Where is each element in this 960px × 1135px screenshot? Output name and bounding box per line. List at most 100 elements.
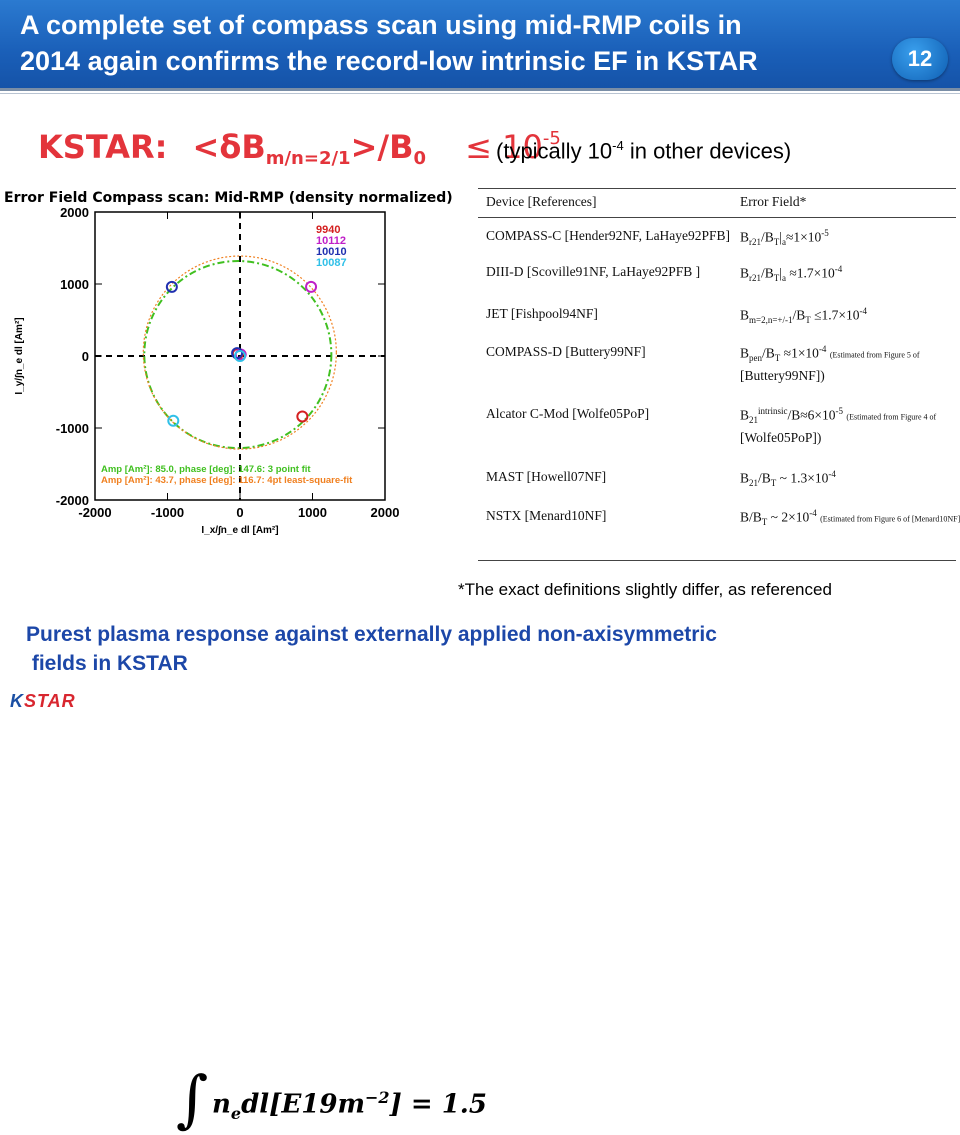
- data-point-10010: [165, 280, 178, 293]
- ef-note: (Estimated from Figure 6 of [Menard10NF]…: [820, 514, 960, 524]
- chart-title: Error Field Compass scan: Mid-RMP (densi…: [4, 190, 453, 206]
- data-point-10087: [234, 350, 246, 362]
- ef-sup: -4: [828, 469, 836, 479]
- ef-rest: /B: [749, 509, 762, 525]
- formula-sup: −2: [364, 1088, 390, 1107]
- ef-tail: /B≈6×10: [787, 407, 836, 423]
- ef-main: B: [740, 229, 750, 245]
- formula-expression: nedl[E19m−2] = 1.5: [212, 1088, 487, 1123]
- y-tick-label: 2000: [60, 205, 89, 220]
- ef-sup: -5: [821, 228, 829, 238]
- formula-dl: dl: [241, 1089, 270, 1120]
- ef-expression: <δB: [192, 128, 266, 166]
- ef-note-cont: [Wolfe05PoP]): [740, 430, 822, 445]
- fit-label: Amp [Am²]: 85.0, phase [deg]: 147.6: 3 p…: [101, 464, 311, 475]
- y-tick-label: -1000: [56, 421, 89, 436]
- ef-sub: r21: [749, 273, 762, 284]
- y-axis-label: I_y/∫n_e dl [Am²]: [14, 317, 25, 394]
- ef-expression-tail-sub: 0: [413, 148, 426, 169]
- device-cell: COMPASS-D [Buttery99NF]: [486, 344, 646, 359]
- ef-sub: m=2,n=+/-1: [749, 315, 793, 326]
- ef-main: B: [740, 470, 750, 486]
- logo-k: K: [10, 691, 24, 711]
- formula-tail: ] = 1.5: [389, 1089, 487, 1120]
- ef-sub: 21: [749, 415, 759, 426]
- ef-tail: |: [779, 265, 782, 281]
- device-cell: Alcator C-Mod [Wolfe05PoP]: [486, 406, 650, 421]
- ef-rest-sub: T: [773, 273, 780, 284]
- ef-rest: /B: [762, 345, 775, 361]
- device-cell: NSTX [Menard10NF]: [486, 508, 607, 523]
- ef-sup: -4: [818, 344, 827, 354]
- ef-main: B: [740, 509, 750, 525]
- data-point-10112: [305, 280, 318, 293]
- legend-entry-10112: 10112: [316, 235, 346, 247]
- ef-rest: /B: [758, 470, 771, 486]
- ef-value: ≤1.7×10: [810, 307, 860, 323]
- slide-title-line2: 2014 again confirms the record-low intri…: [20, 46, 758, 76]
- table-header-error-field: Error Field*: [740, 194, 807, 209]
- ef-value: ≈1.7×10: [785, 265, 835, 281]
- slide-title-line1: A complete set of compass scan using mid…: [20, 10, 742, 40]
- ef-rest-sub: T: [761, 517, 768, 528]
- ef-sub: r21: [749, 237, 762, 248]
- legend-entry-10087: 10087: [316, 257, 347, 269]
- ef-value: ≈1×10: [785, 229, 822, 245]
- ef-sub: pen: [749, 353, 763, 364]
- y-tick-label: 1000: [60, 277, 89, 292]
- device-cell: MAST [Howell07NF]: [486, 469, 607, 484]
- page-number-badge: 12: [892, 38, 948, 80]
- x-tick-label: 0: [236, 505, 243, 520]
- logo-star: STAR: [24, 691, 76, 711]
- ef-relation: ≤ 10: [465, 128, 543, 166]
- integral-symbol: ∫: [176, 1062, 209, 1135]
- ef-main: B: [740, 407, 750, 423]
- device-cell: DIII-D [Scoville91NF, LaHaye92PFB ]: [486, 264, 701, 279]
- ef-tail-sub: a: [781, 273, 786, 284]
- formula-ne-sub: e: [230, 1103, 242, 1123]
- formula-ne: n: [212, 1089, 231, 1120]
- compass-scan-svg: Error Field Compass scan: Mid-RMP (densi…: [4, 190, 453, 536]
- ef-main: B: [740, 307, 750, 323]
- ef-sup: -5: [835, 406, 844, 416]
- kstar-label: KSTAR:: [38, 128, 168, 166]
- ef-main: B: [740, 345, 750, 361]
- ef-tail-sub: a: [781, 237, 786, 248]
- ef-sub: 21: [749, 478, 759, 489]
- compass-scan-chart: Error Field Compass scan: Mid-RMP (densi…: [0, 186, 475, 546]
- ef-rest-sub: T: [770, 478, 777, 489]
- table-header: Device [References] Error Field*: [478, 188, 956, 218]
- fit-label: Amp [Am²]: 43.7, phase [deg]: 116.7: 4pt…: [101, 475, 353, 486]
- ef-sup: -4: [859, 306, 868, 316]
- ef-rest-sub: T: [774, 353, 781, 364]
- device-cell: JET [Fishpool94NF]: [486, 306, 598, 321]
- ef-rest: /B: [761, 265, 774, 281]
- ef-main: B: [740, 265, 750, 281]
- ef-rest-sub: T: [805, 315, 811, 326]
- kstar-ef-statement: KSTAR: <δBm/n=2/1>/B0 ≤ 10-5: [38, 128, 561, 174]
- error-field-table: Device [References] Error Field* COMPASS…: [478, 188, 960, 562]
- x-tick-label: -2000: [78, 505, 111, 520]
- error-field-cell: B21/BT ~ 1.3×10-4: [740, 469, 836, 488]
- ef-note: (Estimated from Figure 5 of: [829, 350, 920, 360]
- x-tick-label: 1000: [298, 505, 327, 520]
- x-tick-label: -1000: [151, 505, 184, 520]
- y-tick-label: -2000: [56, 493, 89, 508]
- error-field-cell: Bpen/BT ≈1×10-4 (Estimated from Figure 5…: [740, 344, 920, 363]
- header-divider-thin: [0, 93, 960, 94]
- data-point-10010: [231, 347, 244, 360]
- formula-bracket: [E19m: [269, 1089, 365, 1120]
- typical-tail: in other devices): [623, 138, 792, 164]
- ef-rest: /B: [761, 229, 774, 245]
- ef-rest: /B: [792, 307, 806, 323]
- error-field-cell: B/BT ~ 2×10-4 (Estimated from Figure 6 o…: [740, 508, 960, 527]
- typical-text: (typically 10: [496, 138, 613, 164]
- ef-sup: -4: [809, 508, 817, 518]
- legend-entry-10010: 10010: [316, 246, 347, 258]
- conclusion-text: Purest plasma response against externall…: [26, 620, 717, 678]
- error-field-cell: Bm=2,n=+/-1/BT ≤1.7×10-4: [740, 306, 867, 325]
- ef-sup: -4: [834, 264, 843, 274]
- ef-note: (Estimated from Figure 4 of: [846, 412, 937, 422]
- fit-circle-4pt: [142, 255, 337, 450]
- ef-relation-sup: -5: [542, 128, 561, 149]
